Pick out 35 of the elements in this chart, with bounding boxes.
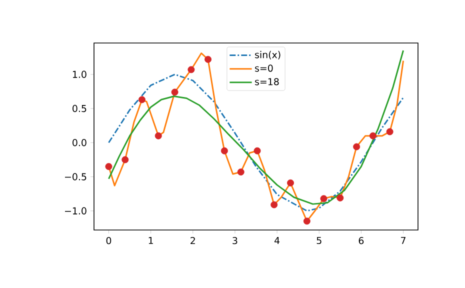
- point: [287, 179, 294, 186]
- point: [254, 147, 261, 154]
- line-series: [108, 74, 404, 212]
- y-tick-label: 0.0: [72, 139, 86, 146]
- point: [138, 96, 146, 104]
- legend-label: s=0: [255, 64, 273, 72]
- x-tick-label: 5: [316, 237, 322, 244]
- point: [270, 201, 278, 208]
- point: [154, 132, 162, 140]
- point: [353, 143, 360, 150]
- x-tick-label: 7: [401, 237, 406, 244]
- y-tick-label: 1.0: [72, 70, 86, 78]
- point: [386, 128, 394, 136]
- point: [303, 218, 310, 225]
- x-tick-label: 2: [190, 237, 195, 244]
- legend-label: s=18: [255, 78, 279, 86]
- y-tick-label: −0.5: [65, 173, 86, 180]
- x-tick-label: 3: [232, 237, 238, 244]
- point: [171, 88, 178, 96]
- point: [188, 66, 195, 74]
- y-tick-label: −1.0: [65, 207, 86, 214]
- x-tick-label: 6: [358, 237, 364, 244]
- point: [336, 194, 344, 202]
- x-tick-label: 0: [106, 237, 112, 244]
- point: [122, 156, 129, 164]
- point: [220, 147, 228, 154]
- y-tick-label: 0.5: [72, 104, 86, 112]
- legend-label: sin(x): [255, 50, 280, 60]
- x-tick-label: 4: [274, 237, 280, 244]
- point: [369, 132, 376, 140]
- point: [237, 168, 244, 176]
- point: [105, 163, 112, 170]
- point: [320, 195, 328, 202]
- point: [204, 56, 212, 63]
- x-tick-label: 1: [148, 237, 153, 244]
